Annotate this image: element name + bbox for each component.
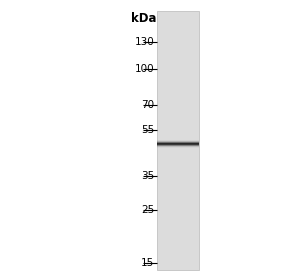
- Text: 15: 15: [141, 258, 154, 268]
- Text: 35: 35: [141, 171, 154, 181]
- Text: 70: 70: [141, 100, 154, 110]
- Text: kDa: kDa: [131, 12, 157, 25]
- Text: 130: 130: [134, 37, 154, 47]
- Text: 100: 100: [134, 64, 154, 74]
- Text: 55: 55: [141, 125, 154, 135]
- Bar: [157, 11, 199, 270]
- Text: 25: 25: [141, 205, 154, 216]
